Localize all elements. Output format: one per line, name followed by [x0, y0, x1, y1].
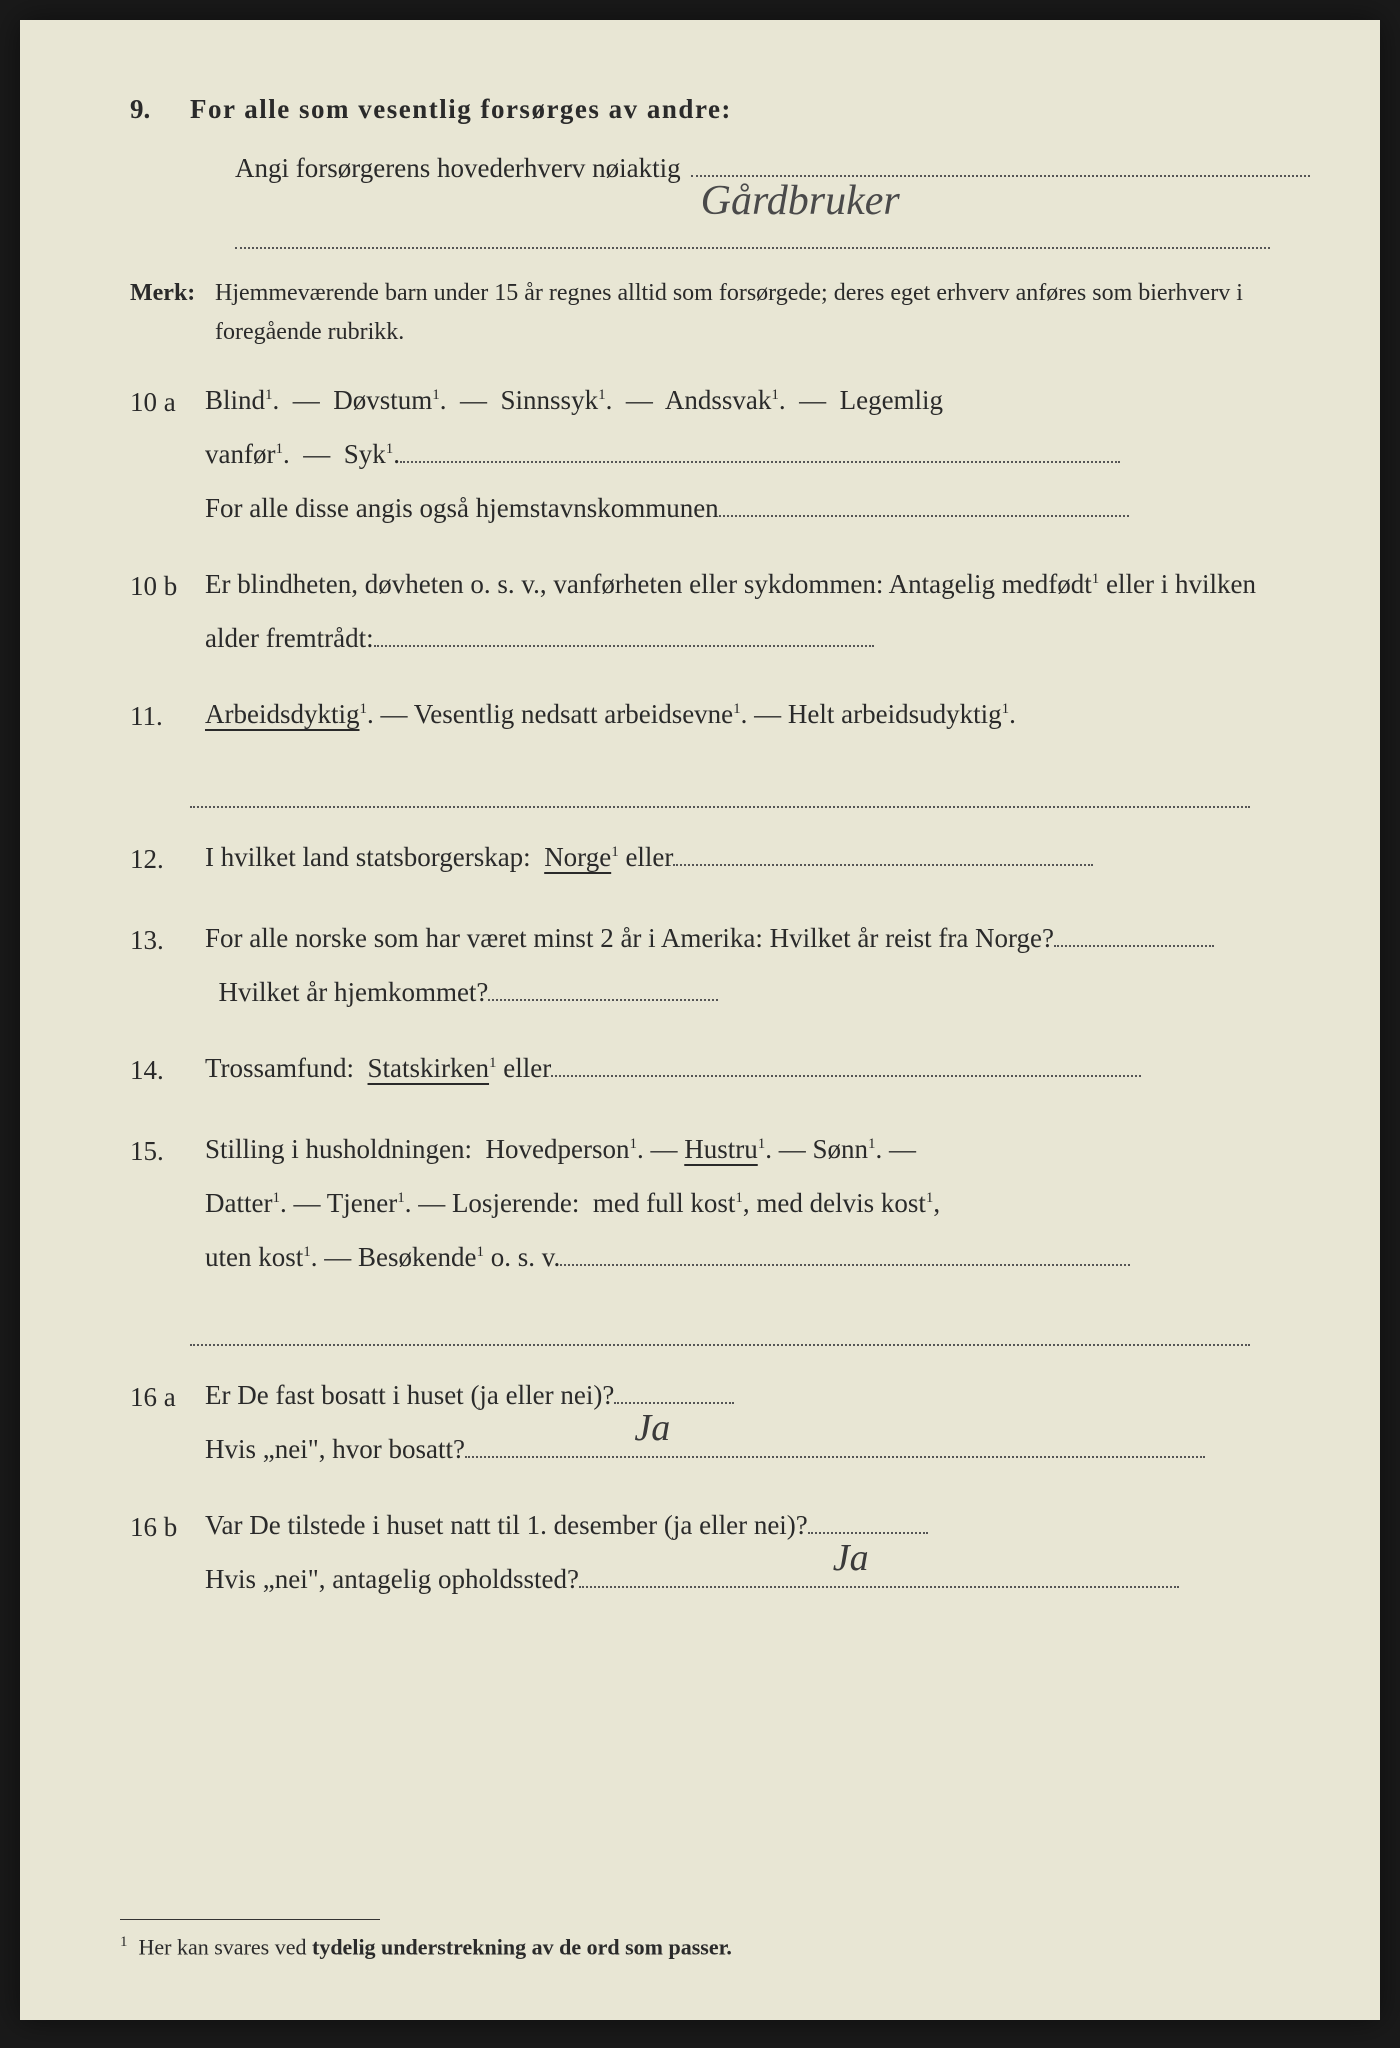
q10a-line2: For alle disse angis også hjemstavnskomm… — [205, 493, 719, 523]
q16a-answer-line: Ja — [614, 1402, 734, 1404]
question-15: 15. Stilling i husholdningen: Hovedperso… — [90, 1122, 1310, 1284]
q16b-number: 16 b — [130, 1498, 190, 1606]
q15-opt-hustru: Hustru — [684, 1134, 758, 1164]
q15-number: 15. — [130, 1122, 190, 1284]
q11-opt1: Arbeidsdyktig — [205, 699, 360, 729]
q16a-sub-line — [465, 1456, 1205, 1458]
q10b-fill-line — [374, 645, 874, 647]
q16b-body: Var De tilstede i huset natt til 1. dese… — [205, 1498, 1310, 1606]
footnote-rule — [120, 1919, 380, 1920]
q12-body: I hvilket land statsborgerskap: Norge1 e… — [205, 830, 1310, 889]
q15-label: Stilling i husholdningen: — [205, 1134, 472, 1164]
q11-continuation-line — [190, 764, 1250, 807]
census-form-page: 9. For alle som vesentlig forsørges av a… — [20, 20, 1380, 2020]
q13-fill1 — [1054, 945, 1214, 947]
q15-opt-hovedperson: Hovedperson — [486, 1134, 630, 1164]
merk-label: Merk: — [130, 274, 195, 351]
q10a-opt-sinnssyk: Sinnssyk1. — [501, 385, 613, 415]
q14-fill-line — [551, 1075, 1141, 1077]
footnote-marker: 1 — [120, 1934, 128, 1950]
q15-losj-label: Losjerende: — [452, 1188, 579, 1218]
q13-body: For alle norske som har været minst 2 år… — [205, 911, 1310, 1019]
q16b-sub-line — [579, 1586, 1179, 1588]
q15-losj1: med full kost — [593, 1188, 736, 1218]
q10b-text: Er blindheten, døvheten o. s. v., vanfør… — [205, 569, 1256, 653]
q9-line2: Angi forsørgerens hovederhverv nøiaktig … — [130, 139, 1310, 198]
q10a-body: Blind1. — Døvstum1. — Sinnssyk1. — Andss… — [205, 373, 1310, 535]
q15-continuation-line — [190, 1302, 1250, 1345]
q12-number: 12. — [130, 830, 190, 889]
q9-number: 9. — [130, 80, 175, 139]
question-16a: 16 a Er De fast bosatt i huset (ja eller… — [90, 1368, 1310, 1476]
q14-body: Trossamfund: Statskirken1 eller — [205, 1041, 1310, 1100]
q9-answer-line: Gårdbruker — [691, 175, 1310, 177]
footnote: 1 Her kan svares ved tydelig understrekn… — [120, 1934, 732, 1960]
q11-body: Arbeidsdyktig1. — Vesentlig nedsatt arbe… — [205, 687, 1310, 746]
q10a-fill-line — [400, 461, 1120, 463]
q9-heading: For alle som vesentlig forsørges av andr… — [190, 80, 732, 139]
q12-fill-line — [673, 864, 1093, 866]
q14-label: Trossamfund: — [205, 1053, 354, 1083]
q14-opt: Statskirken — [368, 1053, 490, 1083]
q15-opt-sonn: Sønn — [813, 1134, 869, 1164]
question-13: 13. For alle norske som har været minst … — [90, 911, 1310, 1019]
q10a-kommune-line — [719, 515, 1129, 517]
question-10a: 10 a Blind1. — Døvstum1. — Sinnssyk1. — … — [90, 373, 1310, 535]
q10a-opt-vanfor: vanfør1. — [205, 439, 290, 469]
merk-text: Hjemmeværende barn under 15 år regnes al… — [215, 274, 1310, 351]
q13-number: 13. — [130, 911, 190, 1019]
q16b-sub: Hvis „nei", antagelig opholdssted? — [205, 1564, 579, 1594]
q9-heading-row: 9. For alle som vesentlig forsørges av a… — [130, 80, 1310, 139]
footnote-text: Her kan svares ved — [139, 1934, 313, 1959]
q10a-number: 10 a — [130, 373, 190, 535]
question-12: 12. I hvilket land statsborgerskap: Norg… — [90, 830, 1310, 889]
q11-number: 11. — [130, 687, 190, 746]
q9-line2-label: Angi forsørgerens hovederhverv nøiaktig — [235, 139, 681, 198]
question-16b: 16 b Var De tilstede i huset natt til 1.… — [90, 1498, 1310, 1606]
q16a-sub: Hvis „nei", hvor bosatt? — [205, 1434, 465, 1464]
q12-text: I hvilket land statsborgerskap: — [205, 842, 531, 872]
q16b-handwritten-answer: Ja — [833, 1520, 869, 1596]
q15-besok: Besøkende — [358, 1242, 476, 1272]
question-14: 14. Trossamfund: Statskirken1 eller — [90, 1041, 1310, 1100]
question-9: 9. For alle som vesentlig forsørges av a… — [90, 80, 1310, 249]
q15-osv: o. s. v. — [491, 1242, 561, 1272]
q9-handwritten-answer: Gårdbruker — [701, 155, 900, 247]
q10a-opt-andssvak: Andssvak1. — [665, 385, 786, 415]
q10a-opt-dovstum: Døvstum1. — [333, 385, 446, 415]
form-content: 9. For alle som vesentlig forsørges av a… — [90, 80, 1310, 1606]
q10a-opt-syk: Syk1. — [344, 439, 400, 469]
q15-losj2: med delvis kost — [756, 1188, 926, 1218]
q15-opt-tjener: Tjener — [327, 1188, 397, 1218]
merk-note: Merk: Hjemmeværende barn under 15 år reg… — [90, 274, 1310, 351]
q10b-body: Er blindheten, døvheten o. s. v., vanfør… — [205, 557, 1310, 665]
q10a-opt-legemlig: Legemlig — [840, 385, 943, 415]
q16a-q: Er De fast bosatt i huset (ja eller nei)… — [205, 1380, 614, 1410]
footnote-bold: tydelig understrekning av de ord som pas… — [312, 1934, 732, 1959]
q13-fill2 — [488, 999, 718, 1001]
q11-opt2: Vesentlig nedsatt arbeidsevne — [414, 699, 733, 729]
q10a-opt-blind: Blind1. — [205, 385, 279, 415]
q13-text2: Hvilket år hjemkommet? — [219, 977, 489, 1007]
q16a-number: 16 a — [130, 1368, 190, 1476]
q15-fill-line — [560, 1264, 1130, 1266]
q13-text1: For alle norske som har været minst 2 år… — [205, 923, 1054, 953]
q16b-q: Var De tilstede i huset natt til 1. dese… — [205, 1510, 808, 1540]
question-11: 11. Arbeidsdyktig1. — Vesentlig nedsatt … — [90, 687, 1310, 746]
q16a-body: Er De fast bosatt i huset (ja eller nei)… — [205, 1368, 1310, 1476]
q16a-handwritten-answer: Ja — [634, 1390, 670, 1466]
q14-suffix: eller — [503, 1053, 551, 1083]
q15-body: Stilling i husholdningen: Hovedperson1. … — [205, 1122, 1310, 1284]
q15-opt-datter: Datter — [205, 1188, 272, 1218]
q10b-number: 10 b — [130, 557, 190, 665]
q14-number: 14. — [130, 1041, 190, 1100]
q15-losj3: uten kost — [205, 1242, 303, 1272]
q12-suffix: eller — [625, 842, 673, 872]
q12-opt: Norge — [544, 842, 611, 872]
q16b-answer-line: Ja — [808, 1532, 928, 1534]
q11-opt3: Helt arbeidsudyktig — [788, 699, 1002, 729]
question-10b: 10 b Er blindheten, døvheten o. s. v., v… — [90, 557, 1310, 665]
